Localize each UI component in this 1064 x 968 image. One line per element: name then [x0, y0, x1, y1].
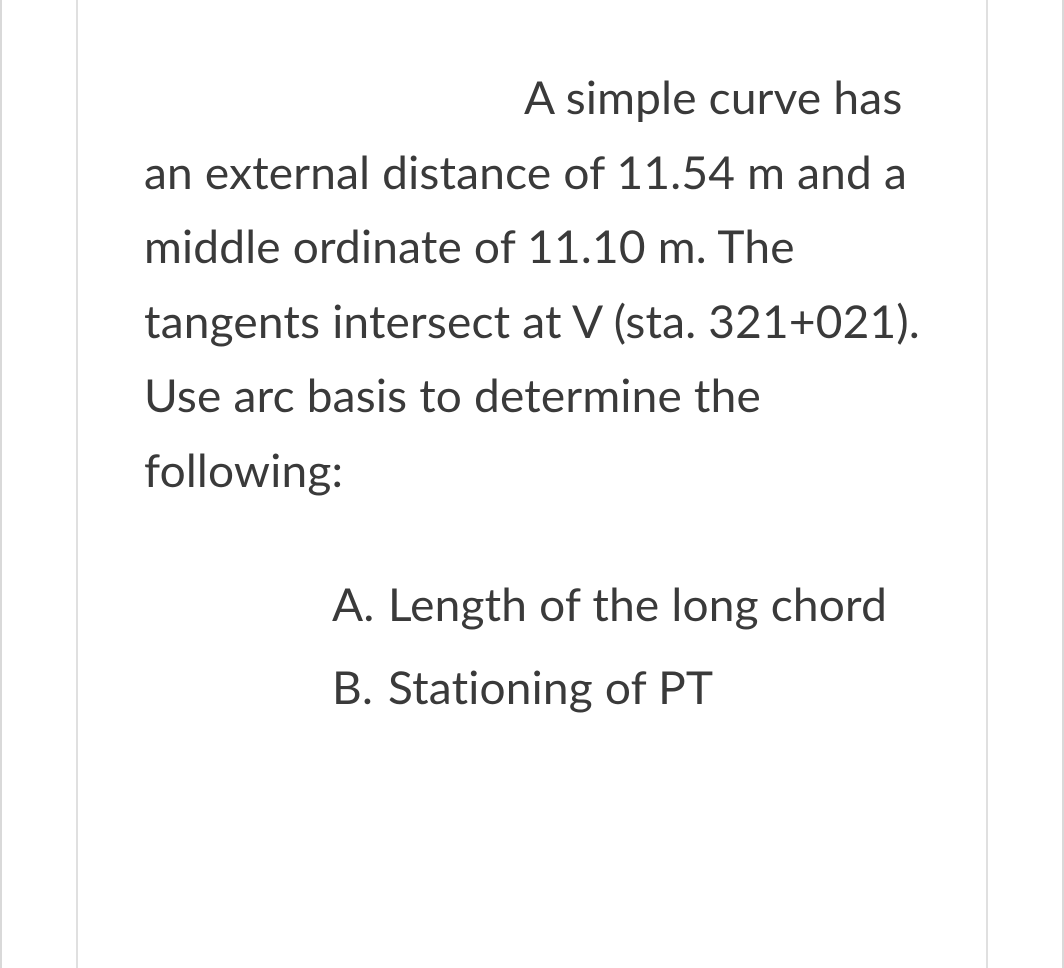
problem-statement: A simple curve has an external distance … [144, 60, 932, 507]
question-text-b: Stationing of PT [388, 650, 932, 725]
question-list: A. Length of the long chord B. Stationin… [144, 567, 932, 724]
question-text-a: Length of the long chord [388, 567, 932, 642]
question-label-b: B. [332, 650, 388, 725]
document-page: A simple curve has an external distance … [0, 0, 1064, 968]
question-item: A. Length of the long chord [332, 567, 932, 642]
question-label-a: A. [332, 567, 388, 642]
problem-content: A simple curve has an external distance … [72, 0, 992, 724]
question-item: B. Stationing of PT [332, 650, 932, 725]
